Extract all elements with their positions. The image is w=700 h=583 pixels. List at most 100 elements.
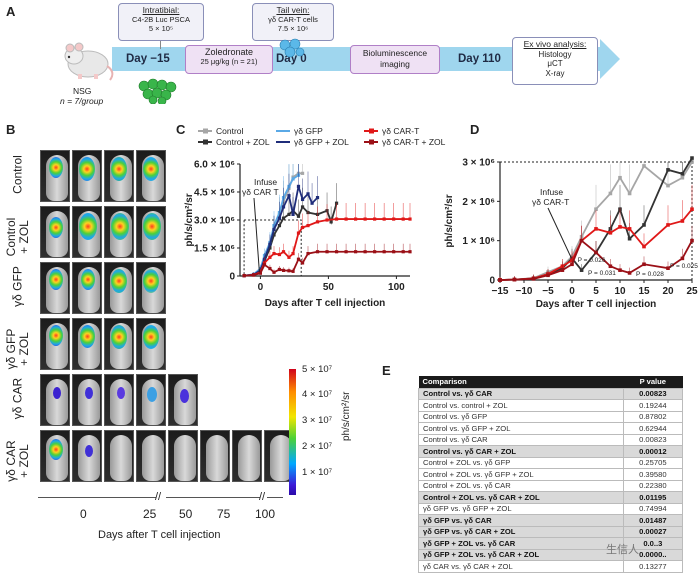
intratibial-box: Intratibial: C4-2B Luc PSCA 5 × 10⁵	[118, 3, 204, 41]
bioluminescence-signal	[117, 387, 125, 399]
data-point	[579, 238, 584, 243]
legend-marker	[203, 128, 208, 134]
x-tick-label: 15	[638, 286, 650, 297]
data-point	[627, 236, 632, 241]
data-point	[680, 256, 685, 261]
data-point	[252, 273, 256, 277]
bioluminescence-line2: imaging	[380, 59, 410, 69]
data-point	[666, 266, 670, 270]
data-point	[291, 177, 295, 181]
mouse-image	[200, 430, 230, 482]
mouse-image	[136, 430, 166, 482]
mouse-image	[104, 318, 134, 370]
x-tick-label: −5	[542, 286, 554, 297]
data-point	[608, 231, 613, 235]
panel-b-tick-25: 25	[143, 507, 157, 521]
panel-letter-c: C	[176, 122, 186, 137]
p-value-label: P = 0.031	[588, 270, 616, 277]
bioluminescence-box: Bioluminescence imaging	[350, 45, 440, 74]
intratibial-line1: C4-2B Luc PSCA	[132, 15, 190, 24]
data-point	[690, 238, 694, 243]
bioluminescence-signal	[49, 269, 63, 290]
x-tick-label: 25	[686, 286, 698, 297]
data-point	[287, 212, 291, 216]
panel-b-xlabel: Days after T cell injection	[98, 529, 221, 541]
p-table-row: Control vs. γδ GFP + ZOL 0.62944	[418, 422, 684, 435]
p-table-row: γδ GFP vs. γδ GFP + ZOL 0.74994	[418, 502, 684, 515]
p-table-pvalue-cell: 0.19244	[622, 399, 684, 412]
p-table-comparison-cell: Control vs. γδ GFP	[418, 410, 624, 423]
mouse-image	[72, 430, 102, 482]
data-point	[291, 269, 295, 273]
panel-b-row-label: γδ GFP + ZOL	[4, 328, 31, 370]
panel-b-tick-50: 50	[179, 507, 193, 521]
t-cells-icon	[279, 38, 305, 58]
data-point	[262, 263, 267, 267]
panel-letter-a: A	[6, 4, 16, 19]
data-point	[277, 252, 282, 257]
data-point	[642, 262, 646, 267]
x-tick-label: −15	[492, 286, 509, 297]
mouse-image	[40, 430, 70, 482]
p-table-pvalue-cell: 0.62944	[622, 422, 684, 435]
panel-letter-d: D	[470, 122, 480, 137]
p-table-comparison-cell: Control + ZOL vs. γδ CAR	[418, 479, 624, 492]
data-point	[642, 244, 646, 249]
watermark: 生信人	[606, 544, 639, 556]
y-tick-label: 2 × 10⁶	[462, 197, 495, 208]
panel-b-row-label: γδ CAR	[10, 377, 25, 420]
bioluminescence-signal	[111, 213, 129, 240]
x-tick-label: −10	[516, 286, 533, 297]
p-table-comparison-cell: Control + ZOL vs. γδ GFP	[418, 456, 624, 469]
bioluminescence-signal	[53, 387, 61, 399]
panel-letter-e: E	[382, 363, 391, 378]
infuse-annotation: Infuse	[540, 187, 563, 197]
data-point	[300, 205, 305, 209]
mouse-strain-label: NSG	[73, 86, 92, 96]
data-point	[546, 273, 550, 278]
p-table-pvalue-cell: 0.00823	[622, 433, 684, 446]
p-table-row: Control vs. γδ GFP 0.87802	[418, 410, 684, 423]
data-point	[315, 196, 320, 200]
p-table-pvalue-cell: 0.0000..	[622, 548, 684, 561]
panel-b-axis-seg2	[166, 497, 260, 498]
mouse-image	[40, 206, 70, 258]
data-point	[300, 171, 305, 175]
p-table-pvalue-cell: 0.01195	[622, 491, 684, 504]
data-point	[401, 217, 405, 221]
mouse-icon	[64, 42, 114, 81]
y-tick-label: 0	[489, 276, 495, 287]
data-point	[512, 277, 517, 282]
p-table-pvalue-cell: 0.25705	[622, 456, 684, 469]
data-point	[608, 191, 613, 196]
data-point	[277, 224, 282, 228]
x-tick-label: 50	[323, 282, 335, 293]
bioluminescence-signal	[85, 387, 93, 399]
p-table-row: Control vs. γδ CAR 0.00823	[418, 387, 684, 400]
data-point	[408, 217, 412, 221]
y-tick-label: 1.5 × 10⁶	[194, 244, 235, 255]
p-table-row: Control vs. control + ZOL 0.19244	[418, 399, 684, 412]
exvivo-title: Ex vivo analysis:	[523, 39, 587, 49]
mouse-image	[136, 318, 166, 370]
p-table-comparison-cell: Control vs. γδ CAR	[418, 433, 624, 446]
data-point	[306, 252, 310, 256]
data-point	[300, 225, 305, 230]
bioluminescence-line1: Bioluminescence	[362, 48, 428, 58]
data-point	[680, 219, 685, 223]
p-table-pvalue-cell: 0.13277	[622, 560, 684, 573]
p-table-row: Control vs. γδ CAR + ZOL 0.00012	[418, 445, 684, 458]
x-tick-label: 100	[388, 282, 405, 293]
data-point	[287, 269, 291, 273]
panel-b-tick-0: 0	[80, 507, 87, 521]
data-point	[627, 271, 632, 275]
p-table-comparison-cell: Control vs. γδ GFP + ZOL	[418, 422, 624, 435]
data-point	[354, 250, 358, 254]
p-table-comparison-cell: γδ GFP vs. γδ GFP + ZOL	[418, 502, 624, 515]
colorbar-label-5e7: 5 × 10⁷	[302, 364, 333, 375]
bioluminescence-signal	[49, 217, 63, 238]
p-table-comparison-cell: Control + ZOL vs. γδ CAR + ZOL	[418, 491, 624, 504]
p-table-row: Control + ZOL vs. γδ GFP 0.25705	[418, 456, 684, 469]
mouse-image	[136, 206, 166, 258]
